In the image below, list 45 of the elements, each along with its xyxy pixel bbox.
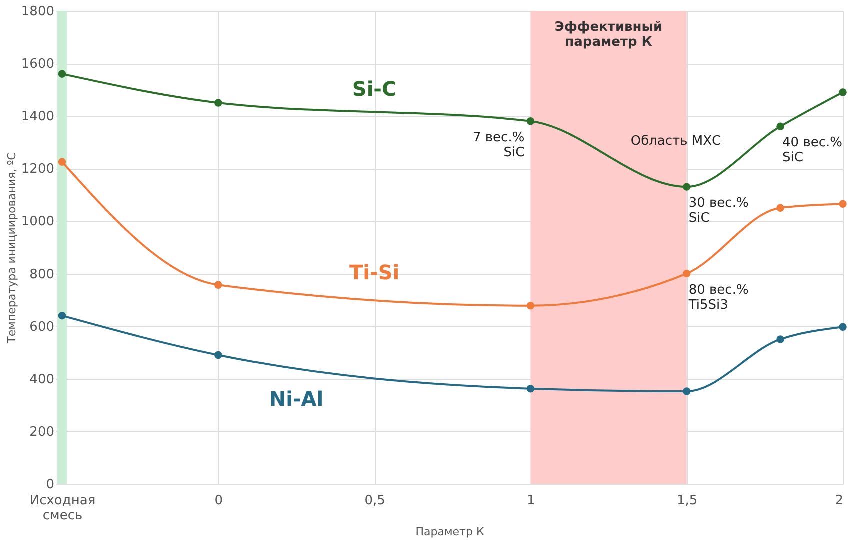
x-tick-label: Исходная смесь	[30, 494, 96, 524]
x-axis-title: Параметр К	[416, 526, 484, 538]
annotation: 30 вес.% SiC	[688, 196, 749, 226]
y-tick-label: 800	[30, 267, 54, 282]
point	[839, 323, 847, 331]
y-tick-label: 400	[30, 372, 54, 388]
point	[776, 336, 784, 344]
y-tick-label: 0	[46, 478, 54, 492]
point	[58, 70, 66, 78]
annotation: Область МХС	[630, 134, 722, 149]
x-tick-label: 2	[835, 494, 844, 508]
y-tick-label: 600	[30, 320, 54, 335]
y-tick-label: 1600	[21, 57, 54, 72]
point	[214, 351, 222, 360]
x-tick-label: 0,5	[364, 494, 386, 508]
band-label: Эффективный параметр К	[554, 20, 663, 50]
point	[839, 88, 847, 96]
point	[682, 183, 691, 191]
point	[58, 158, 66, 166]
point	[526, 302, 535, 310]
series-label: Ni-Al	[269, 387, 324, 412]
x-tick-label: 0	[214, 494, 224, 508]
annotation: 7 вес.% SiC	[472, 130, 525, 160]
y-tick-label: 1400	[21, 110, 54, 125]
y-tick-label: 1200	[21, 162, 54, 178]
x-tick-label: 1	[527, 494, 536, 508]
point	[682, 388, 691, 396]
point	[776, 122, 784, 130]
point	[58, 312, 66, 320]
point	[682, 270, 691, 278]
point	[214, 99, 222, 107]
annotation: 40 вес.% SiC	[782, 136, 843, 166]
y-tick-label: 200	[30, 424, 54, 440]
series-label: Ti-Si	[350, 260, 400, 284]
y-axis-title: Температура инициирования, ºС	[5, 152, 18, 344]
y-tick-label: 1000	[21, 214, 54, 230]
y-tick-label: 1800	[21, 4, 54, 20]
x-tick-label: 1,5	[677, 494, 698, 508]
point	[839, 200, 847, 208]
point	[776, 204, 784, 212]
point	[214, 281, 222, 289]
point	[526, 118, 535, 126]
series-label: Si-C	[352, 77, 397, 102]
annotation: 80 вес.% Ti5Si3	[688, 282, 749, 313]
point	[526, 385, 535, 393]
